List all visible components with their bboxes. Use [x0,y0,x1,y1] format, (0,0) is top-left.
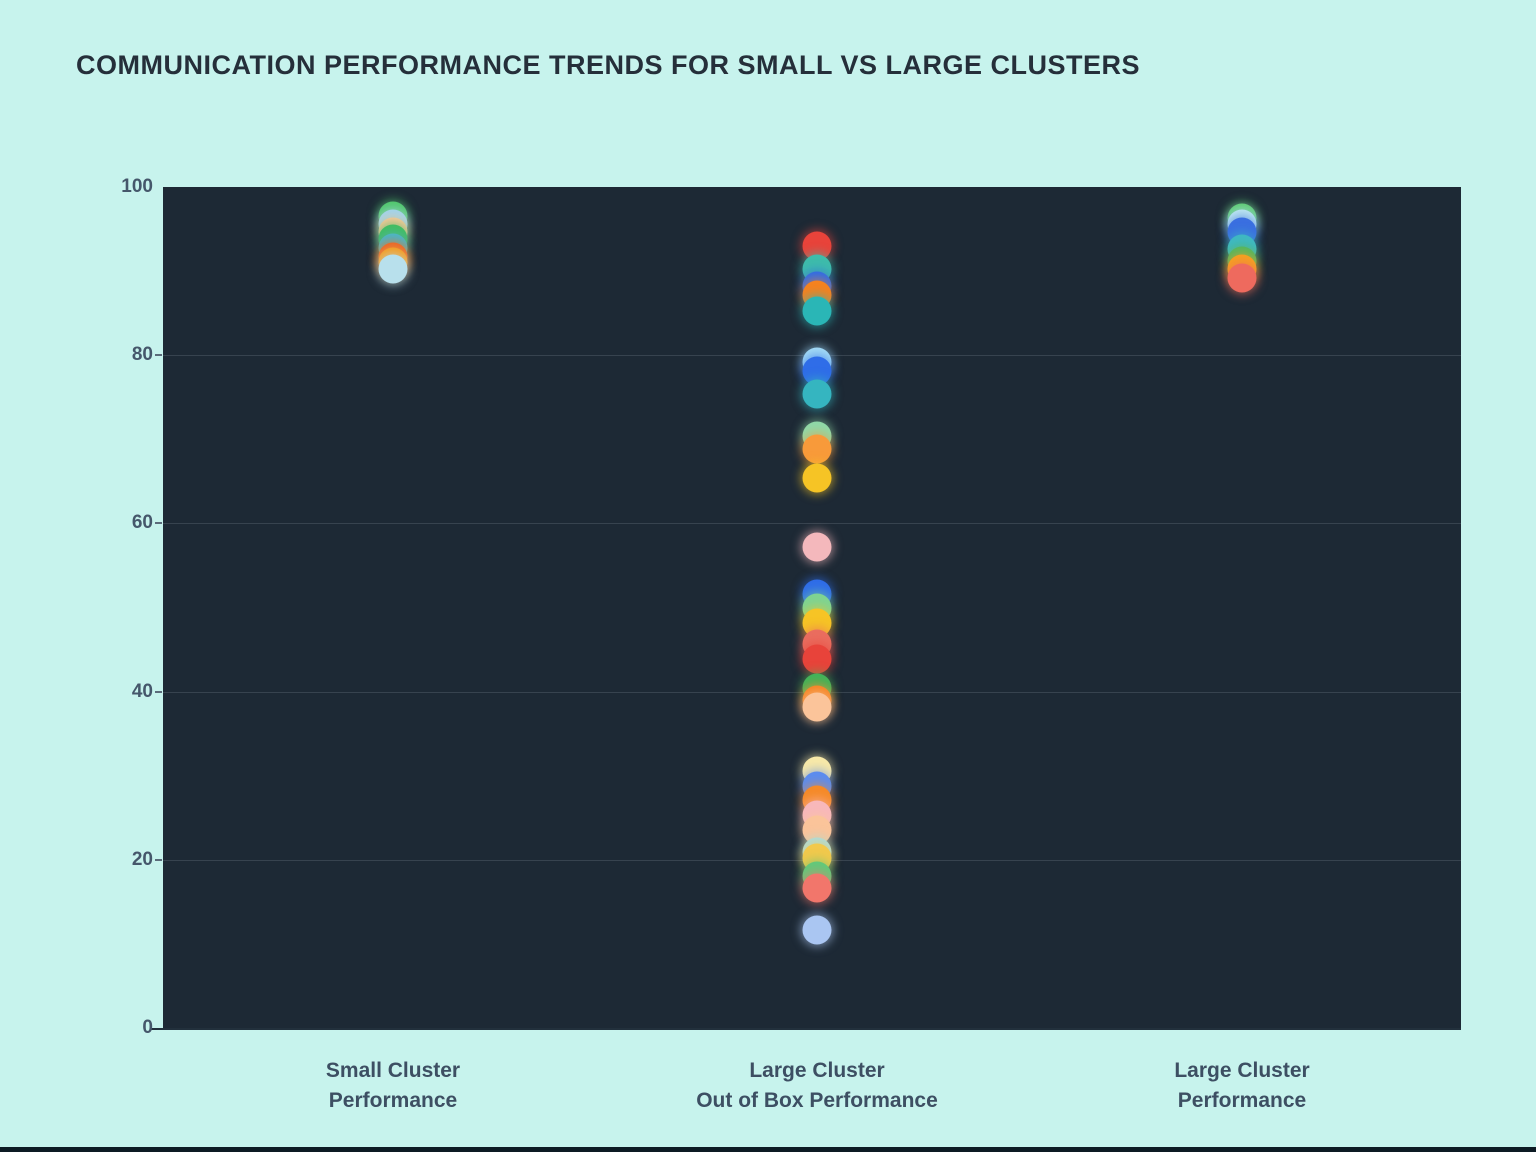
data-point [802,463,832,493]
y-tick-label-0: 0 [142,1017,153,1038]
data-point [802,644,832,674]
data-point [802,532,832,562]
data-point [802,915,832,945]
category-label-line: Performance [1177,1089,1307,1113]
category-label-line: Performance [328,1089,458,1113]
plot-area [163,187,1461,1028]
data-point [802,692,832,722]
gridline-y-60 [163,523,1461,525]
y-tick-mark-60 [155,522,162,525]
data-point [802,873,832,903]
y-tick-label-60: 60 [131,512,153,534]
data-point [378,254,408,284]
y-tick-label-40: 40 [131,680,153,702]
category-label-line: Small Cluster [325,1059,461,1082]
y-tick-mark-80 [155,354,162,357]
x-category-label-large-cluster: Large Cluster Performance [1032,1056,1452,1117]
category-label-line: Out of Box Performance [696,1089,938,1113]
y-tick-label-100: 100 [121,176,153,197]
y-tick-label-80: 80 [131,344,153,366]
x-axis-line [150,1028,1461,1030]
data-point [1227,263,1257,293]
y-tick-mark-20 [155,858,162,861]
data-point [802,296,832,326]
x-category-label-small-cluster: Small Cluster Performance [183,1056,603,1117]
y-tick-label-20: 20 [131,848,153,870]
x-category-label-large-cluster-oob: Large Cluster Out of Box Performance [607,1056,1027,1117]
y-tick-mark-40 [155,690,162,693]
category-label-line: Large Cluster [749,1059,885,1082]
data-point [802,379,832,409]
chart-title: COMMUNICATION PERFORMANCE TRENDS FOR SMA… [76,50,1141,80]
data-point [802,434,832,464]
bottom-bar [0,1147,1536,1152]
category-label-line: Large Cluster [1174,1059,1310,1082]
